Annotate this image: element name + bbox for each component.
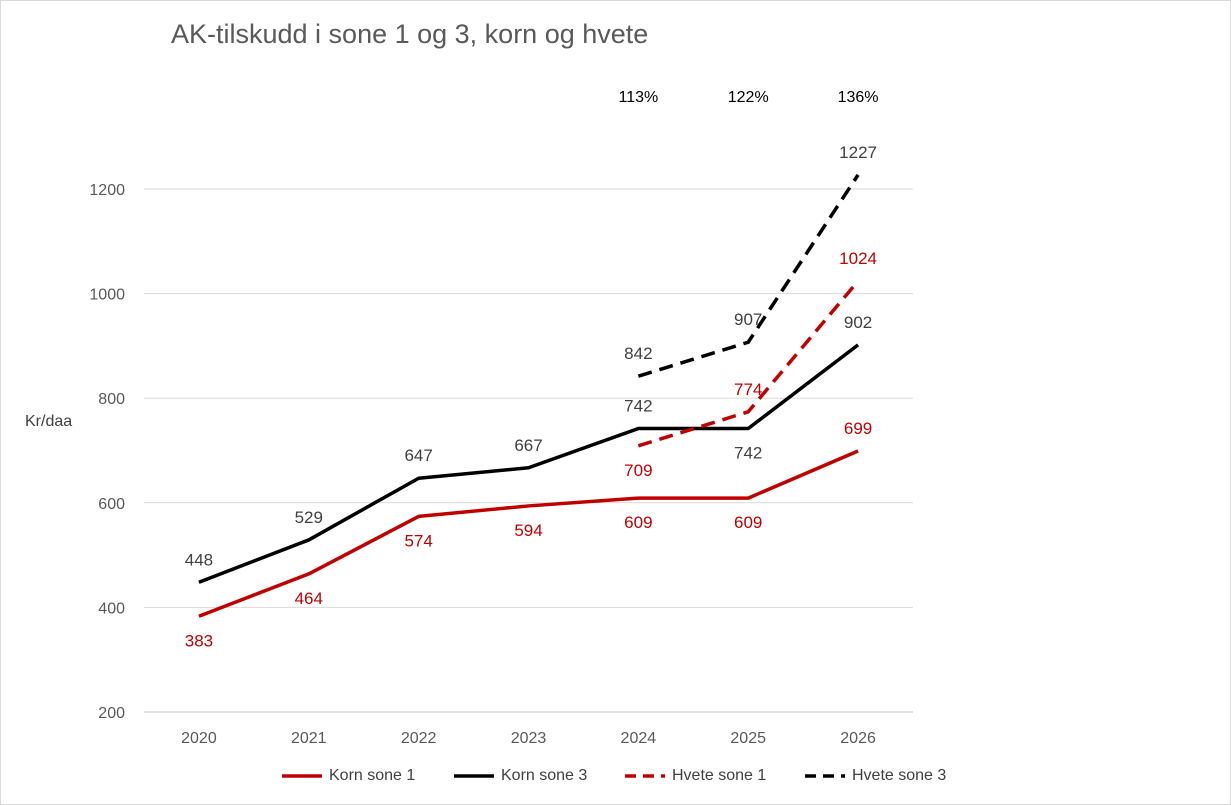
x-tick-label: 2026 xyxy=(840,730,876,747)
legend-label: Hvete sone 1 xyxy=(672,767,767,784)
data-label: 609 xyxy=(624,513,652,532)
data-label: 699 xyxy=(844,419,872,438)
series-line xyxy=(198,449,859,618)
percent-annotation: 113% xyxy=(618,89,658,106)
data-label: 667 xyxy=(514,436,542,455)
data-label: 742 xyxy=(734,444,762,463)
data-label: 842 xyxy=(624,344,652,363)
legend-label: Korn sone 3 xyxy=(501,767,588,784)
x-tick-label: 2025 xyxy=(730,730,766,747)
data-label: 594 xyxy=(514,521,542,540)
x-tick-label: 2024 xyxy=(621,730,657,747)
y-tick-label: 800 xyxy=(98,391,125,408)
data-label: 529 xyxy=(295,508,323,527)
x-tick-label: 2020 xyxy=(181,730,217,747)
chart-title: AK-tilskudd i sone 1 og 3, korn og hvete xyxy=(171,19,649,49)
data-label: 448 xyxy=(185,550,213,569)
data-label: 464 xyxy=(295,589,323,608)
legend-item: Hvete sone 1 xyxy=(624,765,766,787)
data-label: 1024 xyxy=(839,249,877,268)
data-label: 609 xyxy=(734,513,762,532)
data-label: 647 xyxy=(404,446,432,465)
legend-swatch xyxy=(625,774,665,778)
data-label: 709 xyxy=(624,461,652,480)
legend-swatch xyxy=(805,774,845,778)
legend-swatch xyxy=(454,774,494,778)
series-line xyxy=(637,279,860,448)
data-label: 907 xyxy=(734,310,762,329)
data-label: 742 xyxy=(624,397,652,416)
y-tick-label: 400 xyxy=(98,600,125,617)
data-label: 574 xyxy=(404,531,432,550)
data-label: 1227 xyxy=(839,143,877,162)
x-tick-label: 2022 xyxy=(401,730,437,747)
y-tick-label: 200 xyxy=(98,705,125,722)
percent-annotation: 122% xyxy=(728,89,769,106)
data-label: 774 xyxy=(734,380,762,399)
y-tick-label: 1200 xyxy=(89,182,125,199)
legend-label: Hvete sone 3 xyxy=(852,767,947,784)
legend-label: Korn sone 1 xyxy=(329,767,416,784)
data-label: 902 xyxy=(844,313,872,332)
plot-area: 200 400 600 800 1000 1200 2020 2021 2022 2023 2024… xyxy=(89,89,913,747)
y-tick-label: 1000 xyxy=(89,287,125,304)
y-axis-title: Kr/daa xyxy=(25,413,73,430)
legend-item: Hvete sone 3 xyxy=(804,765,946,787)
percent-annotation: 136% xyxy=(838,89,879,106)
series-line xyxy=(637,173,860,378)
legend-item: Korn sone 3 xyxy=(453,765,587,787)
legend: Korn sone 1 Korn sone 3 Hvete sone 1 Hvete … xyxy=(1,765,1231,787)
legend-item: Korn sone 1 xyxy=(281,765,415,787)
x-tick-label: 2023 xyxy=(511,730,547,747)
data-label: 383 xyxy=(185,631,213,650)
y-tick-label: 600 xyxy=(98,496,125,513)
legend-swatch xyxy=(282,774,322,778)
x-tick-label: 2021 xyxy=(291,730,327,747)
series-line xyxy=(198,343,860,584)
